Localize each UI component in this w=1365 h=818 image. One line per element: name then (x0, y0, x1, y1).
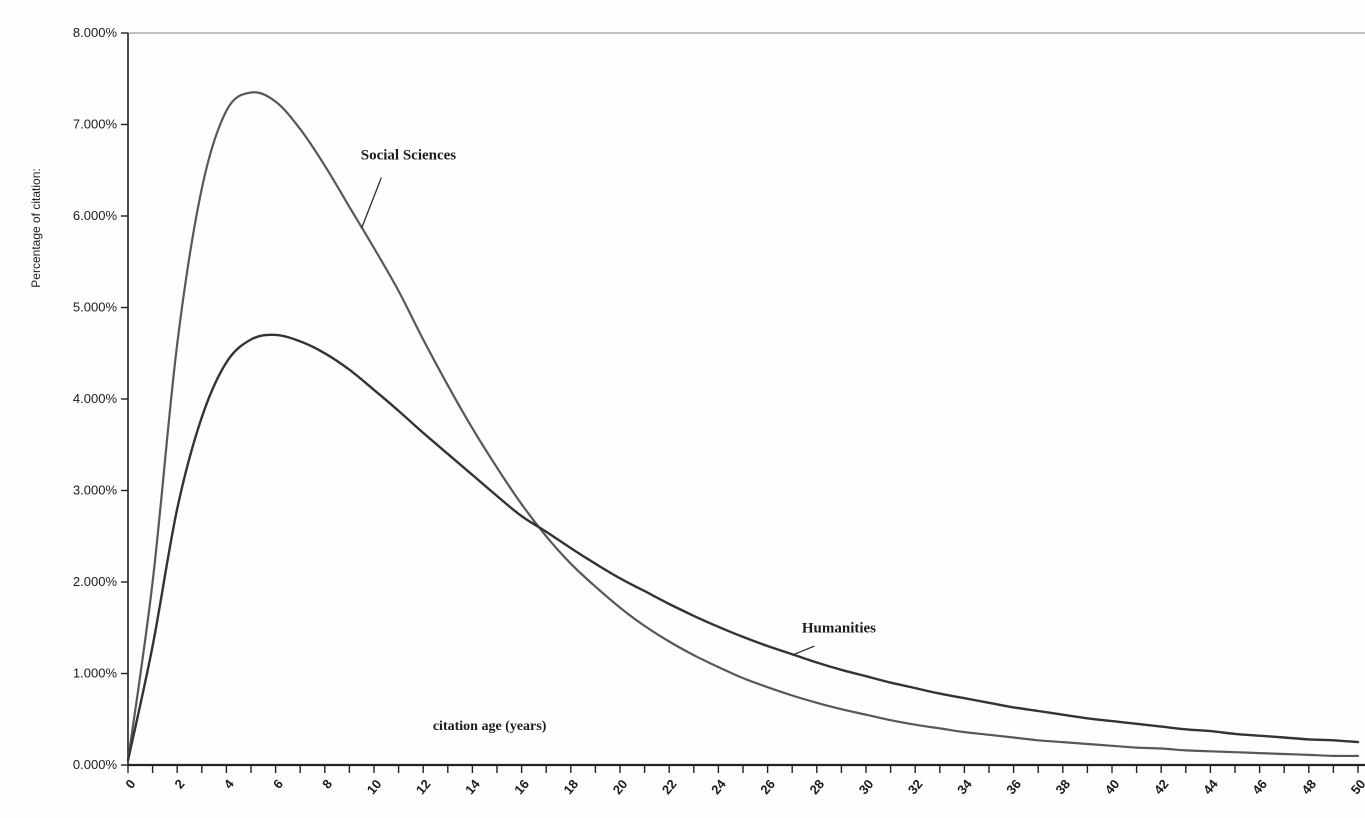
x-tick-label: 28 (806, 776, 827, 797)
series-annotation-humanities: Humanities (802, 620, 876, 636)
annotations: Social Sciences Humanities (361, 147, 876, 656)
series-curves (126, 91, 1360, 762)
x-tick-label: 34 (954, 776, 975, 797)
axes (127, 33, 1365, 767)
annotation-leader-line (791, 645, 815, 656)
axis-titles: Percentage of citation: citation age (yea… (29, 168, 547, 734)
x-tick-label: 48 (1298, 776, 1319, 797)
y-tick-label: 1.000% (73, 666, 118, 681)
x-tick-label: 24 (708, 776, 729, 797)
tick-labels: 0.000% 1.000% 2.000% 3.000% 4.000% 5.000% 6.00… (73, 25, 1365, 797)
x-tick-label: 0 (122, 776, 138, 791)
x-tick-label: 14 (462, 776, 483, 797)
y-axis-title: Percentage of citation: (29, 168, 43, 287)
x-tick-label: 18 (560, 776, 581, 797)
x-tick-label: 26 (757, 776, 778, 797)
x-tick-label: 20 (610, 776, 631, 797)
x-tick-label: 6 (270, 776, 286, 791)
y-tick-label: 0.000% (73, 757, 118, 772)
annotation-leader-line (361, 177, 382, 229)
y-tick-label: 7.000% (73, 117, 118, 132)
series-curve-social-sciences (126, 91, 1360, 762)
x-tick-label: 42 (1151, 776, 1172, 797)
x-tick-label: 22 (659, 776, 680, 797)
x-tick-label: 38 (1052, 776, 1073, 797)
y-tick-label: 6.000% (73, 208, 118, 223)
y-tick-label: 3.000% (73, 483, 118, 498)
x-tick-label: 32 (905, 776, 926, 797)
x-tick-label: 16 (511, 776, 532, 797)
x-tick-label: 46 (1249, 776, 1270, 797)
x-tick-label: 4 (221, 776, 238, 792)
y-tick-label: 4.000% (73, 391, 118, 406)
y-tick-label: 2.000% (73, 574, 118, 589)
x-tick-label: 44 (1200, 776, 1221, 797)
x-tick-label: 36 (1003, 776, 1024, 797)
x-tick-label: 12 (413, 776, 434, 797)
y-tick-label: 8.000% (73, 25, 118, 40)
y-tick-label: 5.000% (73, 300, 118, 315)
x-tick-label: 10 (364, 776, 385, 797)
x-axis-title: citation age (years) (433, 719, 547, 734)
x-tick-label: 2 (171, 776, 187, 791)
x-tick-label: 30 (856, 776, 877, 797)
tick-marks (121, 32, 1359, 773)
x-tick-label: 40 (1102, 776, 1123, 797)
x-tick-label: 50 (1348, 776, 1365, 797)
x-tick-label: 8 (319, 776, 335, 791)
series-annotation-social-sciences: Social Sciences (361, 147, 457, 163)
series-curve-humanities (126, 333, 1360, 762)
